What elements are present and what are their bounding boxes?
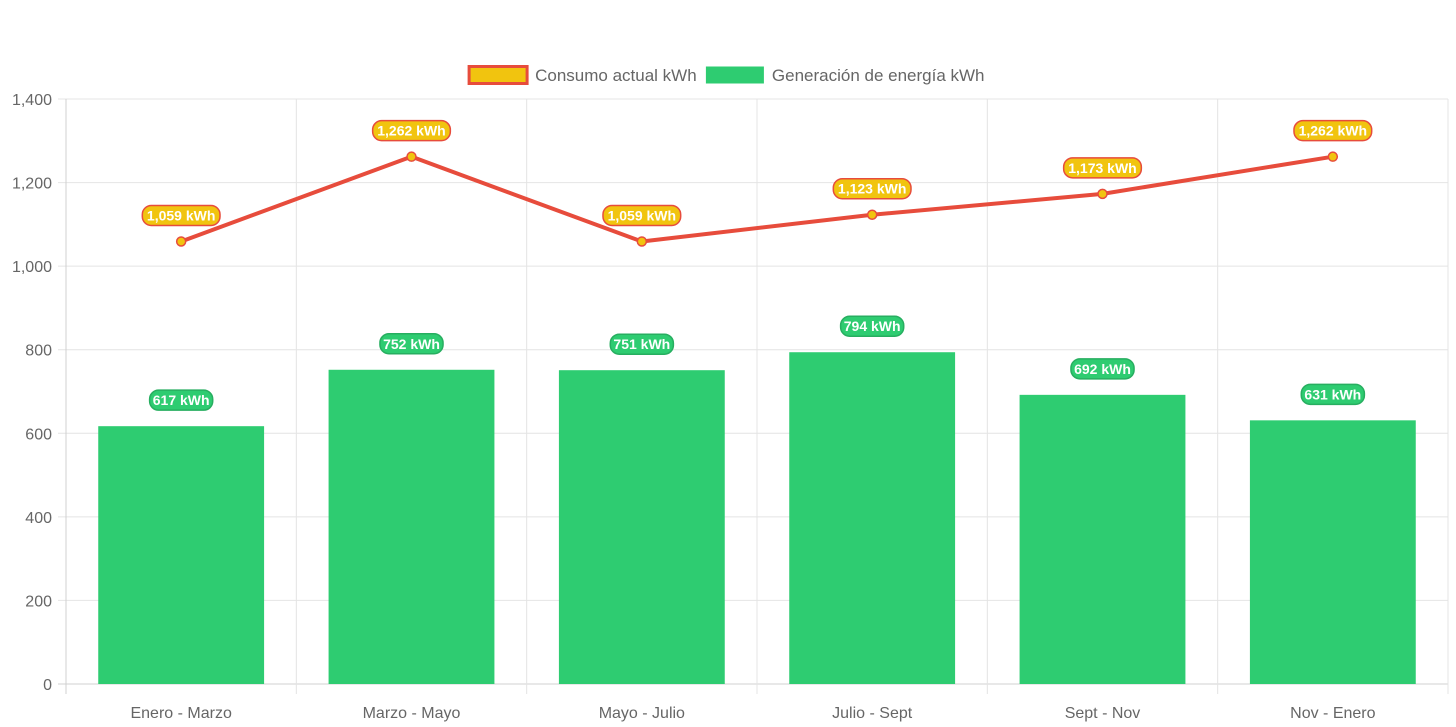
y-tick-label: 800	[25, 343, 52, 360]
bar[interactable]	[1019, 394, 1186, 684]
y-tick-label: 0	[43, 677, 52, 694]
line-point[interactable]	[1327, 151, 1339, 162]
line-data-label-bg	[141, 204, 221, 227]
line-data-label: 1,173 kWh	[1068, 160, 1136, 176]
line-point[interactable]	[866, 209, 878, 220]
x-tick-label: Julio - Sept	[832, 705, 913, 722]
line-data-label-bg	[1293, 119, 1373, 142]
legend-label: Generación de energía kWh	[772, 66, 985, 85]
legend-item[interactable]: Generación de energía kWh	[705, 66, 985, 85]
line-data-label: 1,059 kWh	[608, 207, 676, 223]
bar[interactable]	[1249, 420, 1416, 684]
y-tick-label: 1,200	[12, 176, 52, 193]
x-tick-label: Mayo - Julio	[599, 705, 685, 722]
bar-data-label: 631 kWh	[1304, 386, 1361, 402]
bar-data-label-bg	[839, 315, 905, 337]
bar[interactable]	[558, 370, 725, 684]
line-point[interactable]	[406, 151, 417, 162]
legend-label: Consumo actual kWh	[535, 66, 697, 85]
bar-data-label-bg	[379, 333, 444, 355]
line-data-label: 1,262 kWh	[1299, 123, 1367, 139]
legend-item[interactable]: Consumo actual kWh	[467, 65, 697, 85]
data-labels: 617 kWh 752 kWh 751 kWh 794 kWh 692 kWh 631 k…	[141, 119, 1373, 411]
bar-data-label-bg	[1070, 358, 1135, 380]
axes: 0 200 400 600 800 1,000 1,200 1,400 Enero - Marz…	[12, 92, 1376, 722]
line-data-label-bg	[371, 119, 452, 142]
bar[interactable]	[328, 369, 495, 684]
consumption-line	[180, 154, 1334, 244]
bar[interactable]	[98, 426, 265, 684]
line-data-label-bg	[602, 204, 682, 227]
x-tick-label: Nov - Enero	[1290, 705, 1375, 722]
bar-data-label: 751 kWh	[613, 336, 670, 352]
x-tick-label: Sept - Nov	[1065, 705, 1141, 722]
bar[interactable]	[789, 352, 956, 684]
y-tick-label: 200	[25, 593, 52, 610]
legend[interactable]: Consumo actual kWh Generación de energía …	[467, 65, 985, 85]
x-tick-label: Marzo - Mayo	[363, 705, 461, 722]
line-point[interactable]	[175, 236, 187, 247]
bar-data-label: 794 kWh	[844, 318, 901, 334]
bar-data-label: 617 kWh	[153, 392, 210, 408]
line-data-label: 1,123 kWh	[838, 181, 906, 197]
bar-data-label: 752 kWh	[383, 336, 440, 352]
line-point[interactable]	[1097, 188, 1108, 200]
bar-data-label-bg	[148, 389, 214, 411]
line-point[interactable]	[636, 236, 648, 247]
line-data-label-bg	[832, 177, 912, 200]
line-data-label: 1,059 kWh	[147, 207, 215, 223]
y-tick-label: 1,000	[12, 259, 52, 276]
grid-lines	[58, 98, 1449, 694]
x-tick-label: Enero - Marzo	[130, 705, 231, 722]
legend-swatch	[705, 66, 764, 84]
line-series	[175, 151, 1339, 247]
bar-data-label: 692 kWh	[1074, 361, 1131, 377]
bar-data-label-bg	[609, 333, 675, 355]
y-tick-label: 400	[25, 510, 52, 527]
line-data-label: 1,262 kWh	[377, 123, 445, 139]
line-data-label-bg	[1062, 157, 1143, 179]
y-tick-label: 600	[25, 426, 52, 443]
bar-series	[98, 352, 1416, 684]
legend-swatch	[467, 65, 529, 85]
bar-data-label-bg	[1300, 383, 1366, 406]
y-tick-label: 1,400	[12, 92, 52, 109]
